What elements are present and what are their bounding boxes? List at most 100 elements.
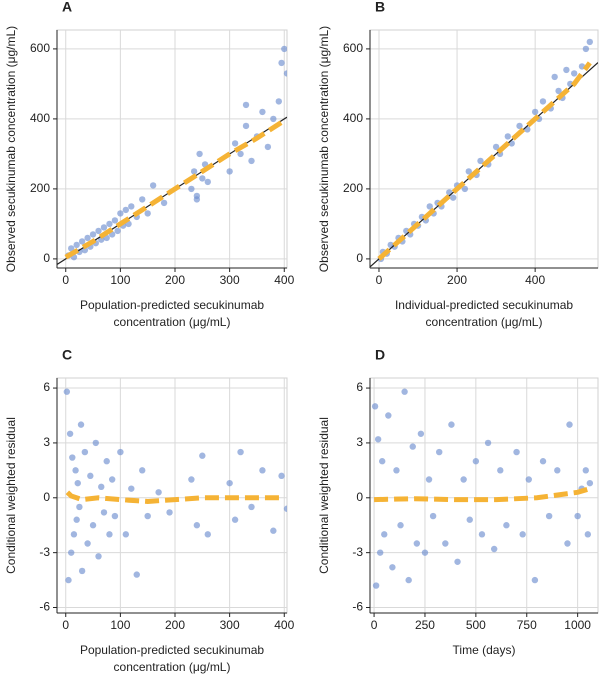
- y-tick-label: 600: [343, 41, 363, 55]
- y-tick-label: 400: [343, 111, 363, 125]
- point: [259, 467, 266, 474]
- point: [574, 512, 581, 520]
- point: [128, 203, 135, 210]
- point: [122, 206, 130, 214]
- point: [513, 448, 520, 456]
- point: [270, 115, 277, 123]
- y-tick-label: 0: [356, 251, 363, 265]
- y-tick-label: -6: [352, 600, 363, 614]
- y-axis-label: Conditional weighted residual: [317, 417, 331, 574]
- point: [100, 224, 108, 231]
- y-axis-label: Observed secukinumab concentration (μg/m…: [4, 26, 18, 272]
- x-tick-label: 200: [447, 273, 467, 287]
- point: [226, 168, 233, 175]
- point: [231, 516, 239, 523]
- point: [492, 143, 500, 151]
- smooth-line: [64, 118, 286, 260]
- point: [566, 421, 573, 428]
- point: [449, 194, 457, 201]
- point: [76, 503, 83, 511]
- point: [160, 199, 168, 207]
- point: [503, 522, 510, 529]
- x-axis-label: concentration (μg/mL): [114, 660, 231, 674]
- point: [196, 150, 203, 158]
- point: [63, 388, 71, 395]
- point: [92, 439, 99, 447]
- x-tick-label: 300: [220, 618, 240, 632]
- point: [525, 476, 532, 483]
- point: [478, 531, 486, 538]
- point: [199, 175, 206, 182]
- point: [65, 576, 72, 584]
- point: [413, 540, 421, 547]
- point: [98, 483, 105, 491]
- point: [128, 485, 135, 492]
- point: [84, 540, 91, 547]
- x-axis-label: Time (days): [453, 643, 516, 657]
- x-tick-label: 0: [376, 273, 383, 287]
- point: [564, 540, 571, 547]
- point: [374, 436, 382, 443]
- x-tick-label: 400: [525, 273, 545, 287]
- point: [231, 140, 239, 147]
- point: [551, 73, 558, 81]
- point: [193, 196, 201, 203]
- point: [190, 168, 198, 175]
- point: [144, 210, 151, 217]
- x-axis-label: concentration (μg/mL): [426, 315, 543, 329]
- point: [283, 505, 287, 512]
- point: [275, 98, 283, 105]
- plot: [63, 388, 287, 584]
- point: [68, 549, 75, 556]
- point: [68, 245, 75, 252]
- y-tick-label: 6: [356, 380, 363, 394]
- point: [84, 234, 91, 242]
- point: [497, 467, 504, 474]
- y-tick-label: 400: [30, 111, 50, 125]
- point: [73, 241, 80, 249]
- point: [389, 564, 396, 571]
- point: [226, 479, 233, 487]
- point: [484, 439, 492, 447]
- point: [539, 98, 547, 105]
- point: [264, 143, 272, 151]
- x-tick-label: 300: [220, 273, 240, 287]
- point: [490, 545, 498, 553]
- y-tick-label: 0: [43, 490, 50, 504]
- x-tick-label: 200: [165, 618, 185, 632]
- point: [442, 540, 449, 547]
- point: [108, 476, 116, 483]
- point: [385, 412, 392, 419]
- point: [436, 448, 443, 456]
- y-tick-label: 6: [43, 380, 50, 394]
- point: [465, 168, 472, 175]
- point: [555, 87, 562, 95]
- point: [106, 220, 113, 228]
- point: [155, 489, 162, 496]
- point: [283, 70, 287, 77]
- point: [89, 231, 97, 238]
- point: [429, 512, 437, 520]
- panel-title: A: [62, 0, 72, 15]
- panel-title: B: [375, 0, 385, 15]
- point: [248, 503, 255, 511]
- point: [516, 122, 523, 130]
- point: [259, 108, 266, 116]
- point: [554, 467, 561, 474]
- x-axis-label: Individual-predicted secukinumab: [395, 298, 573, 312]
- x-tick-label: 1000: [564, 618, 591, 632]
- point: [73, 516, 80, 523]
- y-tick-label: 200: [30, 181, 50, 195]
- x-tick-label: 250: [415, 618, 435, 632]
- panel-title: D: [375, 347, 385, 363]
- x-tick-label: 0: [371, 618, 378, 632]
- x-tick-label: 400: [274, 273, 294, 287]
- smooth-line: [374, 486, 591, 503]
- point: [586, 479, 594, 487]
- point: [531, 576, 539, 584]
- point: [89, 522, 97, 529]
- point: [69, 454, 76, 461]
- panel: 0 200 400 0 200 400 600 B Individual-predicted s…: [317, 0, 599, 329]
- point: [242, 122, 250, 130]
- point: [539, 458, 547, 465]
